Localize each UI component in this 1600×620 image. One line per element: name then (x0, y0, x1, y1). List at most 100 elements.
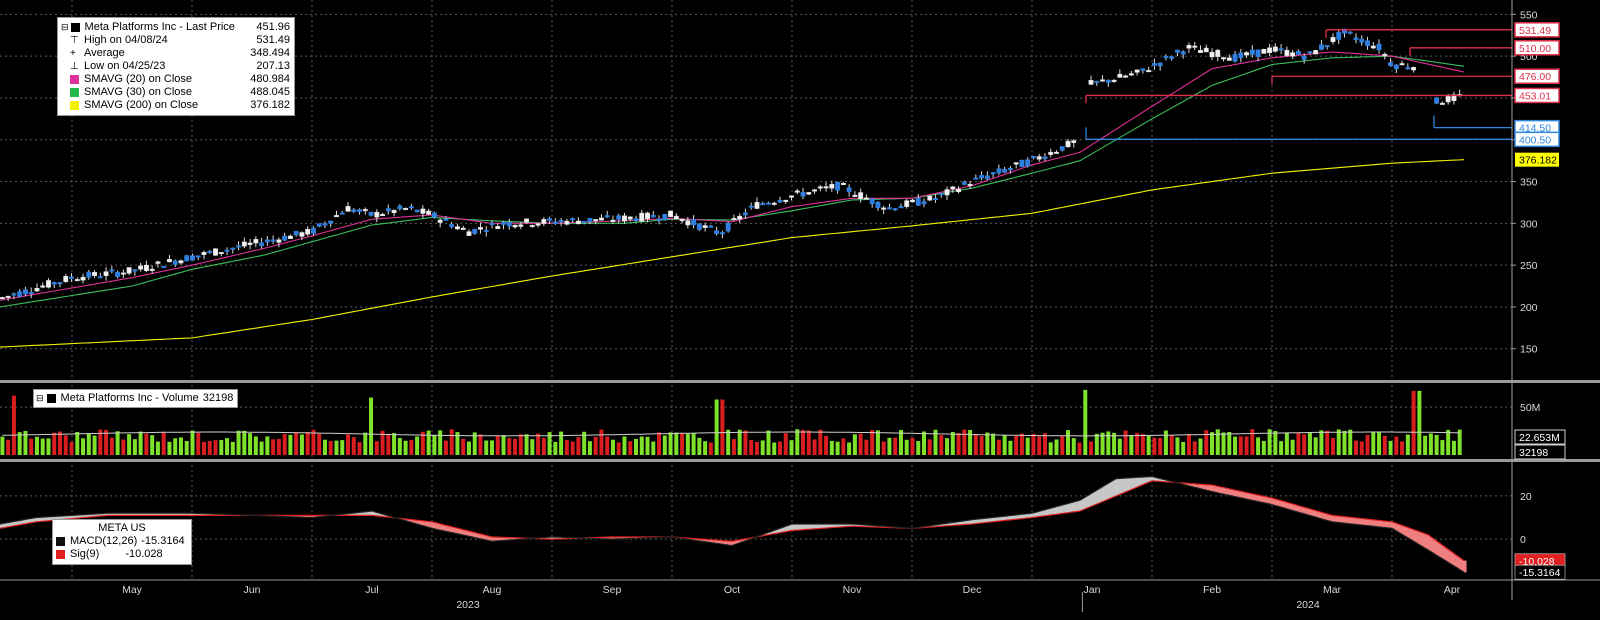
macd-fill-segment (1346, 516, 1350, 524)
volume-bar (657, 432, 662, 455)
volume-bar (996, 439, 1001, 455)
x-tick-label: Jul (365, 584, 378, 596)
candle-body (1186, 45, 1192, 49)
volume-bar (1279, 441, 1284, 455)
volume-bar (104, 429, 109, 455)
volume-bar (438, 430, 443, 455)
volume-bar (455, 432, 460, 455)
volume-bar (910, 437, 915, 455)
candle-body (1071, 140, 1077, 143)
volume-bar (616, 442, 621, 455)
volume-bar (6, 439, 11, 455)
candle-body (230, 247, 236, 250)
candle-body (541, 219, 547, 224)
candle-body (535, 223, 541, 226)
volume-bar (1129, 434, 1134, 455)
candle-body (944, 189, 950, 196)
candle-body (1376, 43, 1382, 51)
volume-bar (0, 436, 5, 455)
volume-bar (271, 439, 276, 455)
volume-bar (420, 431, 425, 455)
volume-bar (536, 433, 541, 455)
candle-body (984, 175, 990, 180)
macd-fill-segment (1432, 537, 1436, 555)
volume-bar (1100, 432, 1105, 455)
candle-body (362, 209, 368, 212)
candle-body (1019, 159, 1025, 168)
volume-bar (1238, 436, 1243, 455)
volume-bar (299, 434, 304, 455)
macd-fill-segment (791, 523, 795, 531)
candle-body (760, 203, 766, 206)
candle-body (823, 186, 829, 189)
volume-bar (1302, 434, 1307, 455)
x-tick-label: Feb (1203, 584, 1221, 596)
candle-body (1030, 156, 1036, 159)
volume-bar (1060, 436, 1065, 455)
volume-bar (397, 438, 402, 455)
volume-bar (1290, 439, 1295, 455)
candle-body (800, 192, 806, 197)
volume-bar (1117, 438, 1122, 455)
macd-fill-segment (1062, 503, 1066, 514)
volume-bar (1094, 433, 1099, 455)
volume-bar (795, 429, 800, 455)
volume-bar (1186, 434, 1191, 455)
candle-body (1002, 168, 1008, 173)
volume-bar (829, 440, 834, 455)
candle-body (1365, 40, 1370, 47)
volume-bar (1284, 432, 1289, 455)
candle-body (184, 255, 190, 262)
collapse-icon[interactable]: ⊟ (61, 22, 69, 32)
candle-body (933, 198, 938, 201)
legend-label: SMAVG (20) on Close (84, 73, 193, 85)
macd-fill-segment (1365, 518, 1369, 526)
candle-body (581, 220, 587, 223)
volume-bar (651, 441, 656, 455)
candle-body (1255, 49, 1261, 57)
legend-value: 480.984 (250, 73, 290, 85)
legend-label: Meta Platforms Inc - Last Price (84, 21, 235, 33)
macd-tag-label: -15.3164 (1519, 567, 1561, 579)
candle-body (552, 221, 558, 224)
volume-bar (11, 395, 16, 455)
volume-bar (1215, 429, 1220, 455)
candle-body (610, 219, 616, 222)
legend-value: 32198 (202, 392, 234, 404)
y-tick-label: 250 (1520, 260, 1538, 272)
macd-fill-segment (1442, 544, 1446, 561)
volume-bar (1123, 430, 1128, 455)
candle-body (1359, 38, 1365, 43)
macd-fill-segment (1058, 505, 1062, 515)
candle-body (1134, 69, 1140, 73)
candle-body (305, 228, 311, 235)
macd-fill-segment (1463, 560, 1467, 573)
volume-legend: ⊟ Meta Platforms Inc - Volume 32198 (33, 389, 239, 408)
volume-bar (1388, 440, 1393, 455)
x-tick-label: Nov (843, 584, 862, 596)
legend-value: 207.13 (256, 60, 290, 72)
volume-bar (386, 434, 391, 455)
candle-body (241, 241, 247, 247)
price-tag-label: 531.49 (1519, 25, 1551, 37)
volume-bar (403, 440, 408, 455)
collapse-icon[interactable]: ⊟ (36, 393, 44, 403)
volume-bar (968, 429, 973, 455)
volume-bar (1077, 442, 1082, 455)
candle-body (766, 202, 771, 205)
volume-bar (52, 432, 57, 455)
candle-body (737, 215, 743, 220)
candle-body (869, 198, 875, 204)
volume-bar (109, 437, 114, 455)
macd-fill-segment (803, 523, 807, 530)
candle-body (835, 181, 841, 191)
candle-body (138, 265, 144, 270)
macd-fill-segment (806, 523, 809, 530)
macd-fill-segment (1118, 478, 1122, 496)
volume-last-tag (1514, 444, 1566, 460)
volume-bar (219, 439, 224, 455)
candle-body (1140, 68, 1146, 71)
volume-bar (374, 441, 379, 455)
candle-body (1290, 52, 1296, 57)
macd-fill-segment (1415, 530, 1419, 545)
